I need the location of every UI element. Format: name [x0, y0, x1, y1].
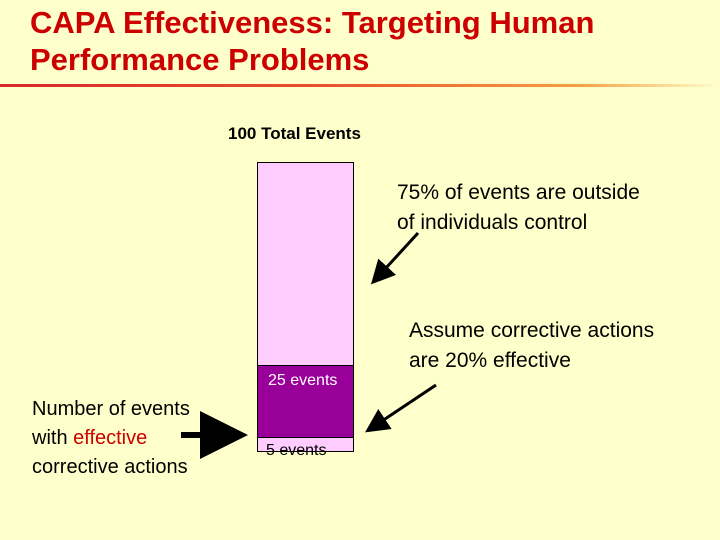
slide-title: CAPA Effectiveness: Targeting Human Perf…	[30, 4, 710, 78]
bar-segment-label-25: 25 events	[268, 371, 338, 389]
arrow-to-outside-segment	[370, 231, 420, 285]
slide-title-line1: CAPA Effectiveness: Targeting Human	[30, 5, 595, 40]
note-effective-line3: corrective actions	[32, 456, 188, 478]
note-assume-line1: Assume corrective actions	[409, 319, 655, 342]
bar-segment-within-control: 25 events	[258, 364, 353, 437]
note-effective-line1: Number of events	[32, 398, 190, 420]
note-effective-highlight: effective	[73, 427, 148, 449]
note-outside-line1: 75% of events are outside	[397, 181, 640, 204]
events-bar: 25 events 5 events	[257, 162, 354, 459]
arrow-to-25-events	[365, 383, 437, 433]
note-effective-with: with	[32, 427, 74, 449]
bar-segment-label-5: 5 events	[266, 441, 327, 459]
bar-segment-effective-actions: 5 events	[258, 436, 353, 459]
note-effective-line2: with effective	[32, 424, 252, 453]
bar-segment-outside-control	[258, 163, 353, 365]
note-outside-line2: of individuals control	[397, 211, 588, 234]
note-assume-effectiveness: Assume corrective actions are 20% effect…	[409, 316, 709, 376]
note-outside-control: 75% of events are outside of individuals…	[397, 178, 697, 238]
slide-title-line2: Performance Problems	[30, 42, 370, 77]
note-assume-line2: are 20% effective	[409, 349, 571, 372]
title-underline	[0, 84, 720, 87]
total-events-label: 100 Total Events	[228, 124, 361, 143]
note-effective-events: Number of events with effective correcti…	[32, 395, 252, 482]
